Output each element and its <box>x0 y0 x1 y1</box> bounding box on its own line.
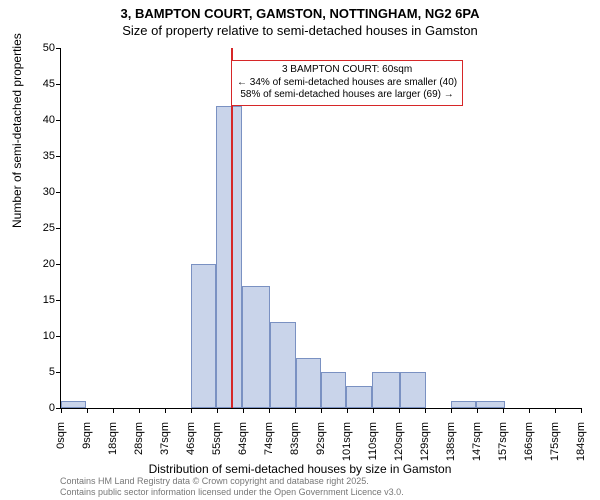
x-tick-mark <box>503 408 504 413</box>
y-tick-mark <box>56 156 61 157</box>
annotation-line: 58% of semi-detached houses are larger (… <box>237 89 457 102</box>
histogram-bar <box>400 372 425 408</box>
y-tick-label: 30 <box>25 186 55 198</box>
y-tick-mark <box>56 228 61 229</box>
x-tick-mark <box>243 408 244 413</box>
histogram-bar <box>451 401 476 408</box>
x-tick-mark <box>373 408 374 413</box>
histogram-bar <box>476 401 504 408</box>
y-tick-mark <box>56 372 61 373</box>
x-tick-mark <box>425 408 426 413</box>
y-axis-label: Number of semi-detached properties <box>10 33 24 228</box>
histogram-bar <box>270 322 295 408</box>
title-block: 3, BAMPTON COURT, GAMSTON, NOTTINGHAM, N… <box>0 0 600 38</box>
y-tick-mark <box>56 84 61 85</box>
y-tick-mark <box>56 192 61 193</box>
y-tick-label: 45 <box>25 78 55 90</box>
histogram-bar <box>61 401 86 408</box>
y-tick-label: 25 <box>25 222 55 234</box>
x-tick-mark <box>139 408 140 413</box>
x-tick-mark <box>555 408 556 413</box>
x-tick-mark <box>61 408 62 413</box>
y-tick-mark <box>56 336 61 337</box>
x-tick-mark <box>269 408 270 413</box>
histogram-bar <box>242 286 270 408</box>
annotation-line: ← 34% of semi-detached houses are smalle… <box>237 77 457 90</box>
footer-line2: Contains public sector information licen… <box>60 487 404 498</box>
x-tick-mark <box>347 408 348 413</box>
x-tick-mark <box>451 408 452 413</box>
y-tick-mark <box>56 48 61 49</box>
x-tick-mark <box>529 408 530 413</box>
y-tick-label: 20 <box>25 258 55 270</box>
annotation-line: 3 BAMPTON COURT: 60sqm <box>237 64 457 77</box>
page-title: 3, BAMPTON COURT, GAMSTON, NOTTINGHAM, N… <box>0 6 600 21</box>
histogram-bar <box>321 372 346 408</box>
x-tick-mark <box>191 408 192 413</box>
x-tick-mark <box>321 408 322 413</box>
histogram-bar <box>216 106 241 408</box>
plot-region: 051015202530354045500sqm9sqm18sqm28sqm37… <box>60 48 581 409</box>
page-subtitle: Size of property relative to semi-detach… <box>0 23 600 38</box>
x-tick-mark <box>113 408 114 413</box>
y-tick-label: 40 <box>25 114 55 126</box>
y-tick-label: 35 <box>25 150 55 162</box>
histogram-bar <box>346 386 371 408</box>
y-tick-mark <box>56 264 61 265</box>
x-tick-mark <box>399 408 400 413</box>
y-tick-mark <box>56 300 61 301</box>
footer-attribution: Contains HM Land Registry data © Crown c… <box>60 476 404 498</box>
y-tick-mark <box>56 120 61 121</box>
chart-area: 051015202530354045500sqm9sqm18sqm28sqm37… <box>60 48 580 408</box>
footer-line1: Contains HM Land Registry data © Crown c… <box>60 476 404 487</box>
y-tick-label: 10 <box>25 330 55 342</box>
y-tick-label: 0 <box>25 402 55 414</box>
histogram-bar <box>296 358 321 408</box>
x-tick-mark <box>87 408 88 413</box>
histogram-bar <box>191 264 216 408</box>
x-tick-mark <box>165 408 166 413</box>
y-tick-label: 50 <box>25 42 55 54</box>
x-tick-mark <box>217 408 218 413</box>
x-tick-mark <box>581 408 582 413</box>
histogram-bar <box>372 372 400 408</box>
x-axis-label: Distribution of semi-detached houses by … <box>0 462 600 476</box>
y-tick-label: 5 <box>25 366 55 378</box>
x-tick-mark <box>477 408 478 413</box>
x-tick-mark <box>295 408 296 413</box>
annotation-box: 3 BAMPTON COURT: 60sqm← 34% of semi-deta… <box>231 60 463 106</box>
y-tick-label: 15 <box>25 294 55 306</box>
